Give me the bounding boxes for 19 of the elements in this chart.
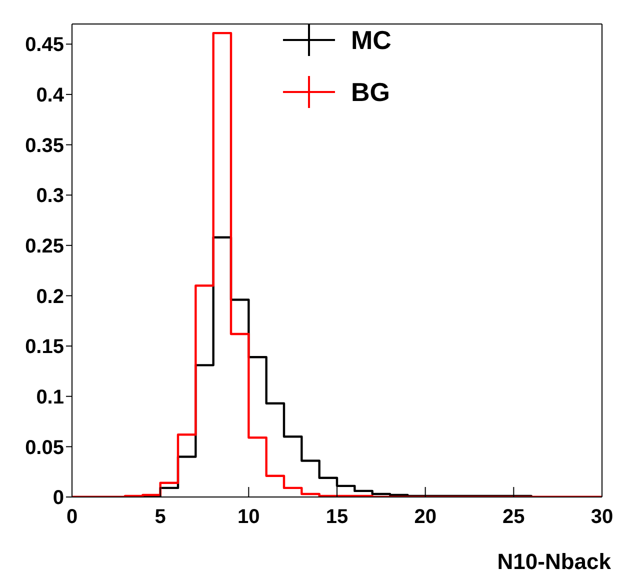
legend-label: MC — [351, 24, 392, 56]
x-axis-title: N10-Nback — [497, 549, 611, 575]
y-tick-label: 0.2 — [36, 286, 64, 308]
legend-label: BG — [351, 76, 390, 108]
y-tick-label: 0.3 — [36, 185, 64, 208]
x-tick-label: 10 — [238, 506, 260, 528]
x-tick-label: 30 — [590, 506, 614, 528]
x-tick-label: 15 — [326, 506, 348, 528]
y-tick-label: 0.45 — [25, 34, 64, 56]
y-tick-label: 0.1 — [36, 386, 64, 408]
y-tick-label: 0.25 — [25, 236, 64, 258]
y-tick-label: 0.35 — [25, 134, 64, 157]
y-tick-label: 0 — [52, 487, 64, 510]
x-tick-label: 5 — [154, 506, 166, 528]
y-tick-label: 0.4 — [36, 84, 65, 107]
x-tick-label: 25 — [502, 506, 525, 528]
x-tick-label: 20 — [414, 506, 436, 528]
y-tick-label: 0.15 — [25, 336, 64, 358]
y-tick-label: 0.05 — [25, 436, 64, 459]
